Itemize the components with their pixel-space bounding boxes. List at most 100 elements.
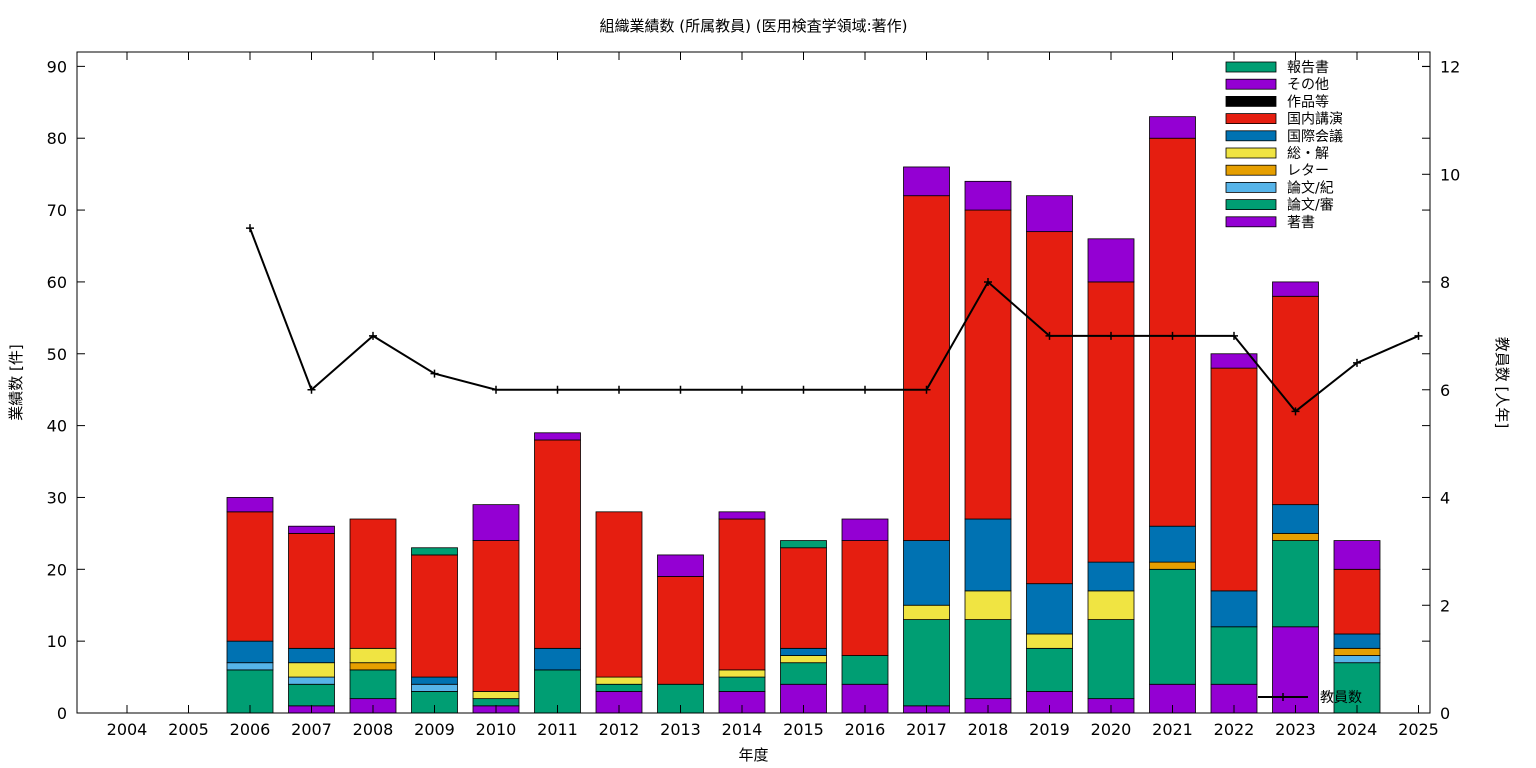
x-tick-label: 2016	[845, 720, 886, 739]
bar-segment	[226, 662, 274, 671]
bar-segment	[288, 683, 335, 707]
bar-segment	[780, 547, 827, 649]
bar-segment	[411, 683, 458, 692]
y-axis-label: 業績数 [件]	[7, 344, 25, 420]
y-tick-label: 40	[47, 417, 67, 436]
bar-segment	[964, 209, 1012, 520]
legend-label: 論文/審	[1287, 198, 1334, 214]
legend-swatch	[1225, 216, 1277, 228]
bar-segment	[1333, 568, 1381, 635]
bar-segment	[1272, 504, 1319, 534]
bar-segment	[1272, 532, 1319, 541]
x-tick-label: 2023	[1275, 720, 1316, 739]
line-series	[249, 227, 1419, 413]
bar-segment	[1333, 647, 1381, 656]
bar-segment	[841, 540, 889, 656]
y-axis-ticks: 0 10 20 30 40 50 60 70 80 90	[47, 57, 1430, 723]
line-point	[1414, 331, 1423, 340]
x-tick-label: 2017	[906, 720, 947, 739]
bar-segment	[349, 647, 397, 664]
x-tick-label: 2013	[660, 720, 701, 739]
x-tick-label: 2004	[107, 720, 148, 739]
x-tick-label: 2015	[783, 720, 824, 739]
line-legend-label: 教員数	[1320, 690, 1362, 706]
bar-segment	[964, 180, 1012, 211]
x-tick-label: 2014	[722, 720, 763, 739]
bar-segment	[1026, 647, 1073, 692]
x-tick-label: 2011	[537, 720, 578, 739]
line-point	[553, 385, 562, 394]
line-point	[738, 385, 746, 394]
line-point	[1291, 407, 1300, 416]
bar-segment	[472, 504, 520, 541]
bar-segment	[718, 669, 766, 678]
y2-tick-label: 6	[1440, 381, 1450, 400]
bar-segment	[903, 540, 950, 606]
x-axis-ticks: 2004 2005 2006 2007 2008 2009 2010 2011 2012 2013…	[107, 52, 1439, 739]
bar-segment	[472, 698, 520, 707]
bar-segment	[841, 655, 889, 685]
bar-segment	[903, 195, 950, 541]
bar-segment	[349, 662, 397, 671]
line-point	[307, 385, 316, 394]
x-tick-label: 2024	[1337, 720, 1378, 739]
x-tick-label: 2008	[353, 720, 394, 739]
bar-segment	[1087, 281, 1135, 563]
bar-segment	[903, 604, 950, 620]
bar-segment	[1149, 561, 1196, 570]
bar-segment	[1026, 195, 1073, 233]
bar-segment	[472, 691, 520, 700]
line-point	[799, 385, 808, 394]
y2-tick-label: 4	[1440, 489, 1450, 508]
bar-segment	[657, 554, 704, 577]
y2-axis-label: 教員数 [人年]	[1493, 337, 1511, 428]
line-layer	[246, 224, 1423, 416]
bar-segment	[411, 554, 458, 678]
line-point	[1353, 358, 1361, 367]
bar-segment	[718, 676, 766, 692]
y-tick-label: 0	[57, 704, 67, 723]
bar-segment	[964, 518, 1012, 592]
bar-segment	[534, 647, 581, 671]
bar-segment	[1333, 662, 1381, 714]
bar-segment	[595, 676, 643, 685]
line-legend: 教員数	[1258, 690, 1362, 706]
line-point	[1045, 331, 1054, 340]
bar-segment	[226, 511, 274, 642]
bar-segment	[534, 439, 581, 649]
x-tick-label: 2005	[168, 720, 209, 739]
line-point	[1168, 331, 1177, 340]
line-point	[1107, 331, 1115, 340]
chart-title: 組織業績数 (所属教員) (医用検査学領域:著作)	[600, 17, 908, 35]
bar-segment	[964, 619, 1012, 700]
legend-label: レター	[1287, 163, 1329, 179]
bar-segment	[1149, 525, 1196, 563]
bar-segment	[903, 619, 950, 707]
bar-segment	[903, 166, 950, 197]
bar-segment	[1149, 116, 1196, 139]
bar-segment	[780, 647, 827, 656]
y-tick-label: 60	[47, 273, 67, 292]
x-tick-label: 2007	[291, 720, 332, 739]
x-tick-label: 2010	[476, 720, 517, 739]
bar-segment	[718, 511, 766, 520]
y-tick-label: 30	[47, 488, 67, 507]
bar-segment	[1333, 540, 1381, 570]
bar-segment	[780, 540, 827, 549]
bar-segment	[1149, 568, 1196, 685]
y2-tick-label: 8	[1440, 273, 1450, 292]
x-tick-label: 2022	[1214, 720, 1255, 739]
y-tick-label: 20	[47, 560, 67, 579]
bar-segment	[349, 669, 397, 700]
x-tick-label: 2021	[1152, 720, 1193, 739]
x-tick-label: 2006	[230, 720, 271, 739]
x-axis-label: 年度	[738, 746, 768, 764]
legend-swatch	[1225, 181, 1277, 193]
x-tick-label: 2025	[1398, 720, 1439, 739]
bar-segment	[780, 662, 827, 685]
bar-segment	[411, 676, 458, 685]
bar-segment	[534, 432, 581, 441]
legend-label: 論文/紀	[1287, 180, 1334, 196]
